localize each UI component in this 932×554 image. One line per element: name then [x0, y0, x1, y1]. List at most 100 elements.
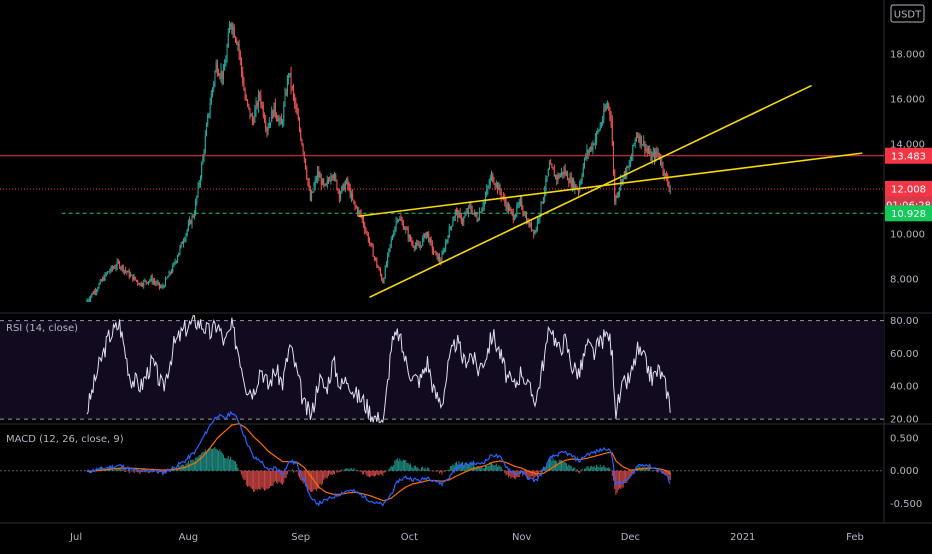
macd-histogram-bar — [442, 470, 444, 472]
macd-histogram-bar — [510, 470, 512, 479]
candle-body — [391, 236, 393, 240]
trendline-0[interactable] — [369, 84, 812, 298]
candle-body — [551, 164, 553, 168]
macd-histogram-bar — [414, 465, 416, 471]
candle-body — [536, 220, 538, 229]
candle-body — [442, 250, 444, 254]
candle-body — [379, 269, 381, 275]
macd-histogram-bar — [312, 470, 314, 492]
candle-body — [629, 161, 631, 165]
macd-histogram-bar — [381, 470, 383, 475]
candle-body — [119, 261, 121, 268]
candle-body — [189, 220, 191, 224]
time-tick-label: 2021 — [730, 532, 755, 543]
macd-histogram-bar — [406, 462, 408, 471]
macd-histogram-bar — [484, 464, 486, 471]
currency-badge[interactable]: USDT — [890, 4, 925, 23]
candle-body — [588, 149, 590, 153]
badge-last-price[interactable]: 12.008 — [885, 180, 932, 197]
candle-body — [441, 253, 443, 263]
macd-histogram-bar — [341, 469, 343, 471]
candle-body — [416, 243, 418, 246]
rsi-tick-label: 60.00 — [890, 349, 919, 360]
candle-body — [556, 175, 558, 180]
candle-body — [234, 37, 236, 41]
candle-body — [243, 83, 245, 91]
macd-histogram-bar — [602, 466, 604, 471]
macd-histogram-bar — [319, 470, 321, 484]
price-tick-label: 16.000 — [890, 95, 925, 106]
candle-body — [352, 193, 354, 200]
macd-histogram-bar — [290, 470, 292, 472]
macd-histogram-bar — [663, 470, 665, 475]
macd-histogram-bar — [428, 467, 430, 471]
macd-histogram-bar — [263, 470, 265, 491]
macd-histogram-bar — [584, 468, 586, 471]
macd-histogram-bar — [425, 469, 427, 471]
candle-body — [276, 114, 278, 119]
macd-histogram-bar — [108, 469, 110, 471]
candle-body — [367, 234, 369, 242]
candle-body — [580, 180, 582, 185]
trendline-1[interactable] — [358, 152, 863, 217]
candle-body — [309, 188, 311, 201]
macd-histogram-bar — [429, 470, 431, 471]
candle-body — [103, 277, 105, 281]
macd-histogram-bar — [576, 469, 578, 471]
macd-histogram-bar — [669, 470, 671, 481]
macd-histogram-bar — [202, 452, 204, 471]
candle-body — [222, 70, 224, 79]
candle-body — [324, 184, 326, 186]
macd-histogram-bar — [303, 470, 305, 482]
macd-histogram-bar — [627, 470, 629, 481]
candle-body — [123, 270, 125, 272]
candle-body — [227, 32, 229, 47]
macd-histogram-bar — [291, 469, 293, 471]
macd-histogram-bar — [121, 469, 123, 471]
macd-histogram-bar — [565, 463, 567, 471]
macd-histogram-bar — [220, 451, 222, 471]
macd-histogram-bar — [126, 470, 128, 472]
macd-histogram-bar — [274, 470, 276, 482]
macd-histogram-bar — [138, 470, 140, 473]
candle-body — [346, 178, 348, 184]
macd-histogram-bar — [528, 470, 530, 479]
candle-body — [425, 231, 427, 238]
rsi-tick-label: 20.00 — [890, 415, 919, 426]
candle-body — [236, 40, 238, 45]
macd-histogram-bar — [377, 470, 379, 476]
candle-body — [610, 114, 612, 122]
macd-histogram-bar — [128, 470, 130, 474]
badge-resistance[interactable]: 13.483 — [885, 147, 932, 164]
macd-histogram-bar — [262, 470, 264, 489]
candle-body — [341, 186, 343, 194]
macd-histogram-bar — [358, 470, 360, 472]
macd-histogram-bar — [239, 470, 241, 472]
macd-histogram-bar — [575, 470, 577, 472]
candle-body — [384, 266, 386, 279]
macd-histogram-bar — [408, 464, 410, 471]
macd-histogram-bar — [315, 470, 317, 492]
macd-indicator-title[interactable]: MACD (12, 26, close, 9) — [6, 434, 124, 445]
macd-histogram-bar — [654, 470, 656, 471]
rsi-indicator-title[interactable]: RSI (14, close) — [6, 323, 78, 334]
macd-histogram-bar — [117, 467, 119, 471]
macd-histogram-bar — [314, 470, 316, 490]
candle-body — [327, 180, 329, 182]
badge-support[interactable]: 10.928 — [885, 205, 932, 222]
time-tick-label: Oct — [401, 532, 418, 543]
macd-histogram-bar — [482, 468, 484, 471]
candle-body — [546, 176, 548, 180]
candle-body — [471, 210, 473, 214]
candle-body — [298, 120, 300, 130]
candle-body — [335, 175, 337, 181]
candle-body — [302, 144, 304, 152]
candle-body — [134, 276, 136, 280]
candle-body — [199, 177, 201, 184]
candle-body — [586, 150, 588, 156]
macd-histogram-bar — [590, 466, 592, 471]
candle-body — [526, 215, 528, 224]
macd-histogram-bar — [142, 470, 144, 473]
